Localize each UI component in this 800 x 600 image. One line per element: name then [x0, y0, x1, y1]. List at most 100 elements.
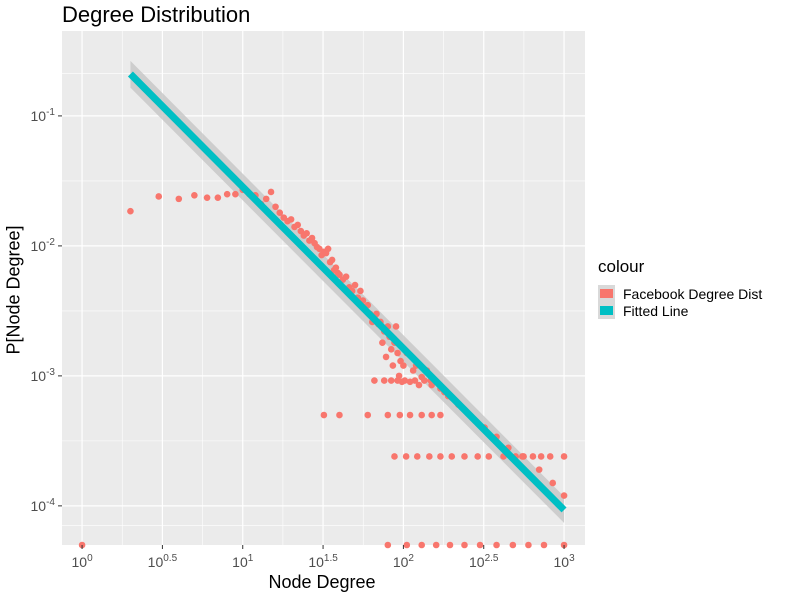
data-point: [392, 323, 400, 330]
data-point: [461, 541, 468, 549]
data-point: [540, 541, 548, 549]
data-point: [394, 349, 401, 357]
data-point: [421, 377, 428, 384]
x-tick-label: 101: [232, 553, 254, 570]
data-point: [537, 453, 545, 460]
data-point: [520, 453, 527, 460]
x-tick-label: 100.5: [148, 553, 178, 570]
x-axis-label: Node Degree: [268, 572, 376, 592]
data-point: [402, 453, 410, 460]
data-point: [351, 281, 359, 289]
data-point: [214, 194, 222, 201]
data-point: [437, 453, 444, 460]
data-point: [418, 541, 426, 549]
data-point: [509, 541, 517, 549]
data-point: [371, 377, 378, 384]
legend-key-facebook: [598, 285, 615, 302]
data-point: [461, 453, 468, 460]
data-point: [262, 195, 270, 203]
data-point: [525, 541, 532, 549]
data-point: [382, 353, 390, 361]
data-point: [127, 207, 134, 215]
data-point: [223, 190, 231, 198]
fitted-line-layer: [127, 71, 567, 513]
data-point: [396, 411, 404, 419]
data-point: [418, 411, 426, 419]
data-point: [320, 411, 328, 419]
data-point: [380, 377, 388, 384]
data-point: [276, 209, 284, 217]
legend-label-facebook: Facebook Degree Dist: [623, 285, 763, 302]
data-point: [448, 453, 456, 460]
x-tick-label: 101.5: [308, 553, 338, 570]
data-point: [387, 377, 395, 384]
y-tick-label: 10-2: [31, 237, 56, 254]
data-point: [357, 287, 364, 295]
legend-key-fitted: [598, 302, 615, 319]
data-point: [203, 194, 211, 201]
data-point: [560, 492, 568, 499]
data-point: [432, 541, 440, 549]
data-point: [287, 216, 295, 223]
legend-item-fitted: Fitted Line: [598, 302, 762, 319]
legend-label-fitted: Fitted Line: [623, 302, 689, 319]
x-tick-label: 102.5: [469, 553, 499, 570]
data-point: [535, 466, 543, 473]
y-axis-ticks: 10-1 10-2 10-3 10-4: [31, 107, 62, 514]
grid-major-lines: [62, 31, 585, 545]
data-point: [560, 453, 568, 460]
y-tick-label: 10-1: [31, 107, 56, 124]
data-point: [324, 245, 332, 253]
data-point: [328, 256, 336, 264]
data-point: [446, 541, 454, 549]
data-point: [384, 411, 392, 419]
data-point: [409, 367, 417, 374]
data-point: [549, 479, 557, 487]
data-point: [403, 541, 411, 549]
data-point: [529, 453, 537, 460]
legend-swatch-facebook: [600, 289, 613, 298]
data-point: [155, 193, 163, 200]
data-point: [474, 453, 481, 460]
x-tick-label: 102: [393, 553, 415, 570]
data-point: [191, 192, 198, 199]
data-point: [437, 411, 444, 419]
data-point: [308, 234, 316, 242]
data-point: [394, 377, 401, 384]
data-point: [379, 339, 386, 347]
x-tick-label: 100: [72, 553, 94, 570]
legend-title: colour: [598, 257, 645, 276]
data-point: [389, 362, 397, 369]
data-point: [493, 541, 500, 549]
data-point: [426, 453, 433, 460]
data-point: [413, 453, 421, 460]
data-point: [485, 453, 493, 460]
y-tick-label: 10-4: [31, 497, 56, 514]
data-point: [476, 541, 484, 549]
legend: colour Facebook Degree Dist Fitted Line: [598, 257, 762, 319]
legend-swatch-fitted: [600, 306, 613, 315]
data-point: [411, 377, 419, 384]
data-point: [401, 377, 409, 384]
data-point: [336, 271, 343, 279]
fitted-line: [127, 71, 567, 513]
data-point: [364, 411, 372, 419]
data-point: [336, 411, 343, 419]
y-axis-label: P[Node Degree]: [3, 225, 24, 355]
data-point: [387, 346, 395, 353]
data-point: [272, 203, 279, 211]
chart-title: Degree Distribution: [62, 2, 251, 27]
data-point: [406, 411, 414, 419]
data-point: [400, 362, 407, 369]
y-tick-label: 10-3: [31, 367, 56, 384]
data-point: [342, 273, 350, 280]
data-point: [303, 229, 310, 237]
data-point: [546, 453, 554, 460]
data-point: [267, 188, 275, 196]
legend-item-facebook: Facebook Degree Dist: [598, 285, 762, 302]
data-point: [332, 264, 340, 271]
data-point: [175, 195, 183, 203]
x-axis-ticks: 100 100.5 101 101.5 102 102.5 103: [72, 545, 575, 570]
x-tick-label: 103: [553, 553, 575, 570]
